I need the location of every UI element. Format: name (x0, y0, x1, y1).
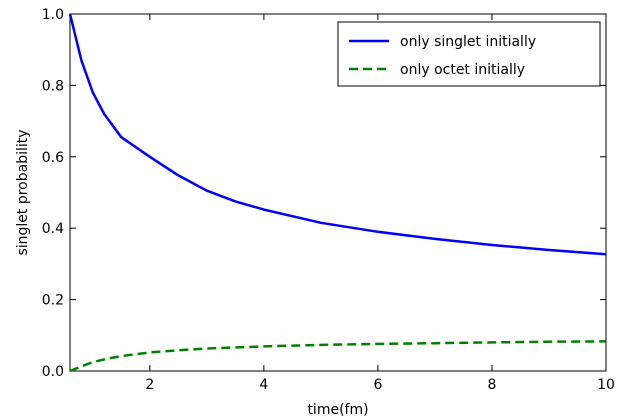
y-tick-label: 0.4 (42, 221, 64, 237)
x-tick-label: 10 (597, 377, 615, 393)
y-tick-label: 0.2 (42, 293, 64, 309)
y-axis-label: singlet probability (15, 129, 31, 255)
series-layer (68, 13, 607, 373)
legend-box (337, 21, 601, 87)
axis-ticks: 2 4 6 8 10 0.0 0.2 0.4 0.6 0.8 1.0 (42, 7, 615, 393)
x-tick-label: 2 (145, 377, 154, 393)
x-axis-label: time(fm) (307, 402, 368, 418)
y-tick-label: 0.0 (42, 364, 64, 380)
x-tick-label: 6 (373, 377, 382, 393)
legend: only singlet initially only octet initial… (337, 21, 601, 87)
x-tick-label: 4 (259, 377, 268, 393)
legend-label: only singlet initially (400, 34, 536, 50)
series-line (69, 340, 607, 373)
y-tick-label: 0.6 (42, 150, 64, 166)
x-tick-label: 8 (487, 377, 496, 393)
y-tick-label: 0.8 (42, 78, 64, 94)
y-tick-label: 1.0 (42, 7, 64, 23)
legend-label: only octet initially (400, 62, 525, 78)
series-line (68, 13, 607, 256)
